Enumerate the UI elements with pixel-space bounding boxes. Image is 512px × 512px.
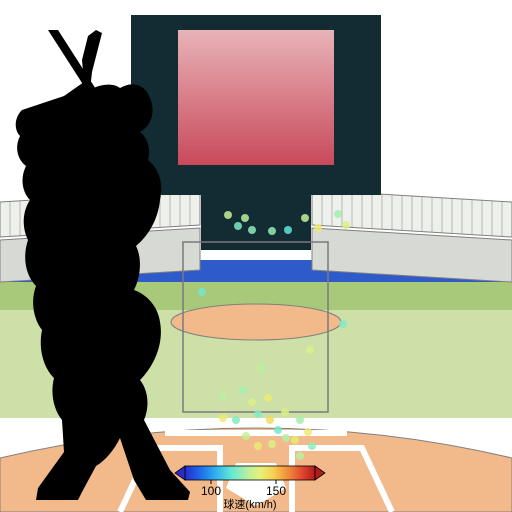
pitch-point (232, 416, 240, 424)
pitch-point (257, 364, 265, 372)
pitch-point (282, 434, 290, 442)
pitch-point (274, 426, 282, 434)
pitch-point (254, 442, 262, 450)
pitch-point (219, 392, 227, 400)
pitch-point (241, 214, 249, 222)
pitch-point (234, 222, 242, 230)
pitch-point (304, 428, 312, 436)
pitch-point (254, 410, 262, 418)
pitch-point (339, 320, 347, 328)
pitch-point (281, 408, 289, 416)
pitch-point (268, 227, 276, 235)
pitch-point (314, 224, 322, 232)
pitch-point (219, 414, 227, 422)
pitch-point (248, 398, 256, 406)
pitch-point (264, 394, 272, 402)
pitch-point (266, 416, 274, 424)
pitch-point (198, 288, 206, 296)
pitch-point (268, 440, 276, 448)
pitch-point (239, 386, 247, 394)
pitch-point (291, 436, 299, 444)
pitch-point (296, 416, 304, 424)
pitch-point (248, 226, 256, 234)
pitch-point (296, 452, 304, 460)
pitch-point (308, 442, 316, 450)
pitch-point (284, 226, 292, 234)
pitch-point (342, 221, 350, 229)
pitch-location-chart: 100150球速(km/h) (0, 0, 512, 512)
pitch-point (306, 346, 314, 354)
pitch-points (0, 0, 512, 512)
pitch-point (242, 432, 250, 440)
pitch-point (301, 214, 309, 222)
pitch-point (334, 210, 342, 218)
pitch-point (224, 211, 232, 219)
